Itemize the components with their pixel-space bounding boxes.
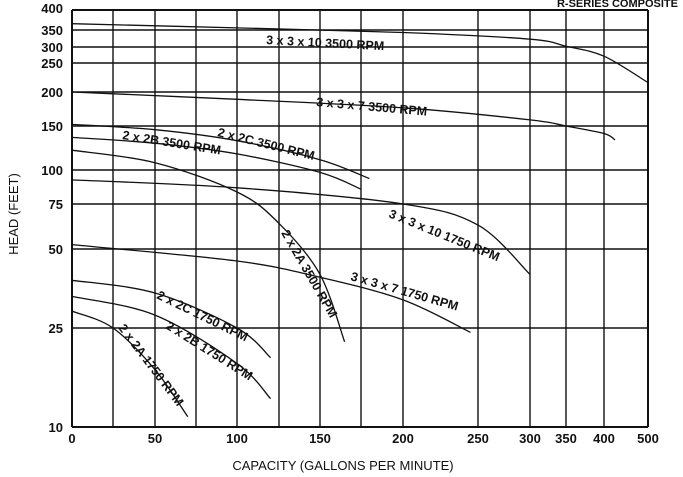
curve-label: 2 x 2C 3500 RPM bbox=[216, 125, 316, 163]
x-tick-label: 350 bbox=[555, 431, 577, 446]
x-tick-label: 150 bbox=[309, 431, 331, 446]
curve-label: 2 x 2A 3500 RPM bbox=[278, 228, 340, 321]
curve-label: 3 x 3 x 7 1750 RPM bbox=[349, 269, 460, 313]
series-layer bbox=[71, 23, 649, 418]
y-tick-label: 75 bbox=[49, 197, 63, 212]
y-tick-label: 300 bbox=[41, 40, 63, 55]
curve-label: 3 x 3 x 10 1750 RPM bbox=[387, 207, 502, 264]
series-line bbox=[71, 136, 362, 190]
y-tick-label: 400 bbox=[41, 1, 63, 16]
series-line bbox=[71, 279, 272, 359]
tick-labels: 0 50 100 150 200 250 300 350 400 5004003503002502… bbox=[41, 1, 659, 446]
x-tick-label: 50 bbox=[148, 431, 162, 446]
series-line bbox=[71, 295, 272, 400]
curve-label: 2 x 2B 3500 RPM bbox=[122, 128, 222, 157]
y-tick-label: 100 bbox=[41, 163, 63, 178]
x-tick-label: 400 bbox=[593, 431, 615, 446]
x-tick-label: 100 bbox=[226, 431, 248, 446]
y-tick-label: 25 bbox=[49, 321, 63, 336]
x-tick-label: 250 bbox=[467, 431, 489, 446]
y-tick-label: 200 bbox=[41, 85, 63, 100]
curve-label: 3 x 3 x 7 3500 RPM bbox=[316, 95, 428, 119]
series-line bbox=[71, 123, 370, 180]
x-tick-label: 200 bbox=[392, 431, 414, 446]
series-line bbox=[71, 23, 649, 84]
x-axis-label: CAPACITY (GALLONS PER MINUTE) bbox=[232, 458, 453, 473]
series-line bbox=[71, 310, 189, 418]
series-line bbox=[71, 91, 616, 141]
y-tick-label: 250 bbox=[41, 56, 63, 71]
y-axis-label: HEAD (FEET) bbox=[6, 173, 21, 255]
x-tick-label: 500 bbox=[637, 431, 659, 446]
series-line bbox=[71, 179, 531, 275]
y-tick-label: 50 bbox=[49, 242, 63, 257]
x-tick-label: 0 bbox=[68, 431, 75, 446]
curve-label: 2 x 2C 1750 RPM bbox=[155, 288, 250, 344]
chart-title: R-SERIES COMPOSITE bbox=[557, 0, 678, 10]
series-line bbox=[71, 243, 471, 333]
grid bbox=[71, 9, 649, 428]
y-tick-label: 10 bbox=[49, 420, 63, 435]
series-line bbox=[71, 149, 346, 343]
x-tick-label: 300 bbox=[519, 431, 541, 446]
y-tick-label: 150 bbox=[41, 119, 63, 134]
y-tick-label: 350 bbox=[41, 23, 63, 38]
curve-label: 3 x 3 x 10 3500 RPM bbox=[266, 33, 385, 53]
